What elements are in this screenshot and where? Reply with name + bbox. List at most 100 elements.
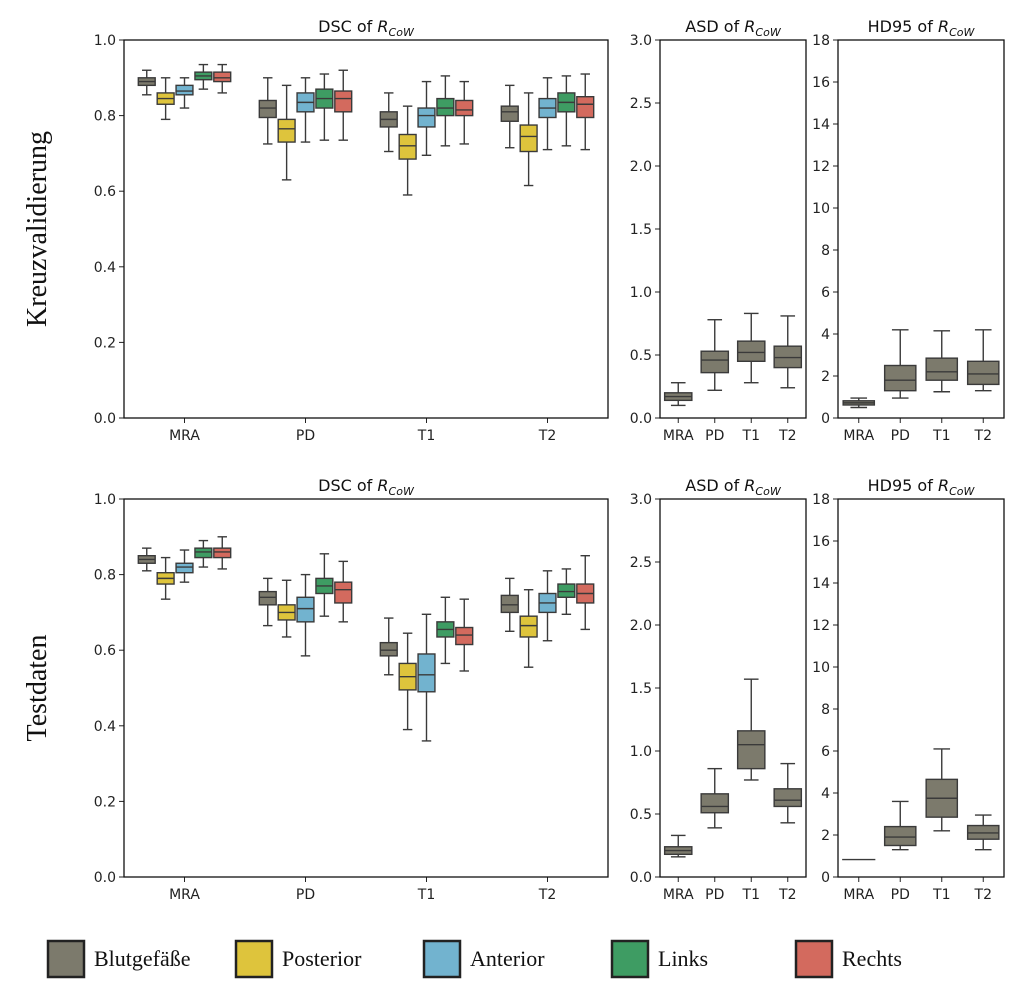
y-tick-label: 6	[821, 285, 830, 301]
box-Links-PD	[315, 553, 334, 617]
box-Blutgefäße-MRA	[663, 834, 693, 858]
x-tick-label: PD	[705, 887, 724, 903]
x-tick-label: PD	[891, 887, 910, 903]
y-tick-label: 3.0	[630, 33, 652, 49]
box-Blutgefäße-MRA	[137, 69, 156, 96]
legend-label: Posterior	[282, 946, 362, 971]
legend-item: Rechts	[794, 939, 902, 979]
box-Posterior-PD	[277, 84, 296, 181]
box-Blutgefäße-T2	[500, 84, 519, 149]
y-tick-label: 16	[812, 75, 830, 91]
y-tick-label: 16	[812, 534, 830, 550]
y-tick-label: 0.8	[94, 109, 116, 125]
y-tick-label: 18	[812, 492, 830, 508]
y-tick-label: 8	[821, 702, 830, 718]
y-tick-label: 1.0	[94, 492, 116, 508]
y-tick-label: 0.0	[630, 411, 652, 427]
box-Rechts-PD	[334, 69, 353, 141]
legend-label: Rechts	[842, 946, 902, 971]
y-tick-label: 0.2	[94, 794, 116, 810]
iqr-box	[213, 547, 232, 559]
x-tick-label: T2	[538, 887, 556, 903]
panel-cv_dsc: DSC of RCoW 0.0 0.2 0.4 0.6 0.8 1.0 MRA PD T1 T2	[94, 17, 609, 444]
box-Rechts-MRA	[213, 536, 232, 570]
y-tick-label: 14	[812, 117, 830, 133]
box-Anterior-MRA	[175, 549, 194, 583]
x-tick-label: MRA	[843, 887, 874, 903]
box-Blutgefäße-PD	[258, 577, 277, 627]
iqr-box	[334, 90, 353, 113]
y-tick-label: 0.4	[94, 719, 116, 735]
y-tick-label: 0.5	[630, 348, 652, 364]
box-Links-T2	[557, 568, 576, 615]
box-Blutgefäße-PD	[258, 77, 277, 145]
box-Anterior-PD	[296, 573, 315, 657]
box-Blutgefäße-T2	[500, 577, 519, 632]
box-Rechts-T2	[576, 555, 595, 631]
iqr-box	[966, 360, 1000, 386]
box-Rechts-PD	[334, 560, 353, 623]
box-Blutgefäße-T1	[925, 330, 959, 393]
box-Links-MRA	[194, 539, 213, 568]
box-Rechts-T1	[455, 80, 474, 145]
legend-item: Anterior	[422, 939, 545, 979]
y-tick-label: 0.5	[630, 807, 652, 823]
iqr-box	[213, 71, 232, 83]
iqr-box	[883, 364, 917, 392]
y-tick-label: 12	[812, 618, 830, 634]
box-Anterior-T1	[417, 613, 436, 742]
panel-test_asd: ASD of RCoW 0.0 0.5 1.0 1.5 2.0 2.5 3.0 MRA PD T1 T…	[630, 476, 807, 903]
y-tick-label: 1.0	[630, 744, 652, 760]
iqr-box	[500, 105, 519, 122]
iqr-box	[379, 641, 398, 657]
panel-title: HD95 of RCoW	[868, 476, 976, 498]
box-Blutgefäße-T2	[966, 329, 1000, 392]
y-tick-label: 2.0	[630, 159, 652, 175]
iqr-box	[398, 133, 417, 160]
legend-label: Links	[658, 946, 708, 971]
box-Blutgefäße-T1	[736, 678, 766, 781]
box-Blutgefäße-PD	[883, 800, 917, 851]
legend-swatch	[610, 939, 650, 979]
iqr-box	[436, 97, 455, 117]
y-tick-label: 0.6	[94, 184, 116, 200]
box-Blutgefäße-MRA	[137, 547, 156, 572]
y-tick-label: 0.4	[94, 260, 116, 276]
y-tick-label: 2.0	[630, 618, 652, 634]
y-tick-label: 0.8	[94, 568, 116, 584]
x-tick-label: T1	[932, 887, 950, 903]
iqr-box	[258, 99, 277, 119]
y-tick-label: 0.2	[94, 335, 116, 351]
iqr-box	[700, 793, 730, 814]
y-tick-label: 0.0	[94, 411, 116, 427]
box-Rechts-T2	[576, 73, 595, 151]
legend-label: Anterior	[470, 946, 545, 971]
iqr-box	[417, 653, 436, 693]
y-tick-label: 6	[821, 744, 830, 760]
y-tick-label: 1.5	[630, 681, 652, 697]
box-Posterior-T2	[519, 92, 538, 187]
box-Posterior-MRA	[156, 77, 175, 121]
y-tick-label: 10	[812, 201, 830, 217]
iqr-box	[194, 547, 213, 559]
x-tick-label: MRA	[663, 428, 694, 444]
legend-item: Blutgefäße	[46, 939, 191, 979]
y-tick-label: 0.0	[94, 870, 116, 886]
legend-swatch	[794, 939, 834, 979]
panel-frame	[659, 498, 807, 878]
iqr-box	[883, 825, 917, 847]
box-Blutgefäße-MRA	[842, 397, 876, 409]
y-tick-label: 14	[812, 576, 830, 592]
box-Rechts-MRA	[213, 63, 232, 94]
x-tick-label: T2	[778, 887, 796, 903]
iqr-box	[519, 124, 538, 153]
box-Anterior-T2	[538, 77, 557, 151]
iqr-box	[296, 596, 315, 623]
iqr-box	[576, 95, 595, 119]
iqr-box	[773, 788, 803, 808]
box-Posterior-T1	[398, 632, 417, 731]
y-tick-label: 18	[812, 33, 830, 49]
panel-test_hd95: HD95 of RCoW 0 2 4 6 8 10 12 14 16 18 MRA PD T1 T2	[812, 476, 1005, 903]
y-tick-label: 2	[821, 828, 830, 844]
